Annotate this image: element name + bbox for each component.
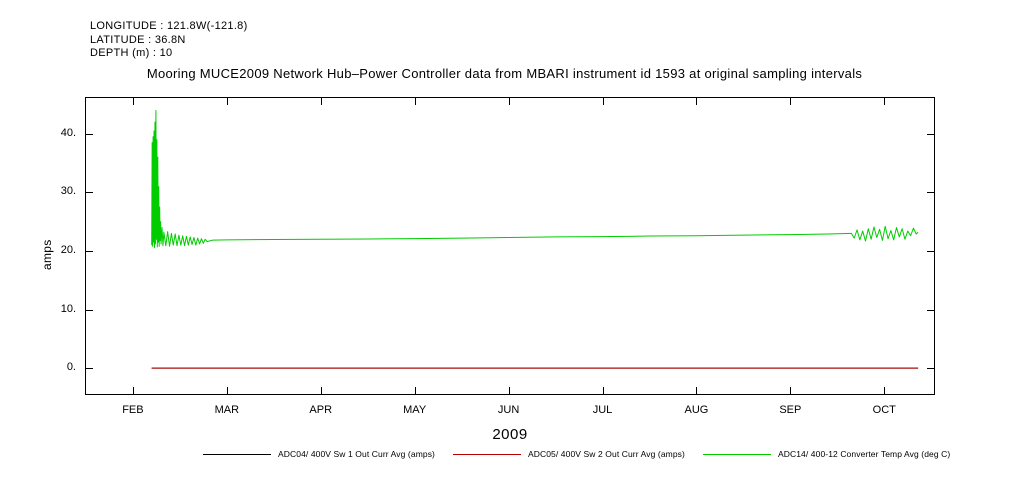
chart-title: Mooring MUCE2009 Network Hub–Power Contr…	[146, 66, 863, 81]
plot-area	[85, 97, 935, 395]
x-tick-label: AUG	[684, 404, 709, 416]
x-tick-label: FEB	[122, 404, 144, 416]
x-tick-label: JUL	[592, 404, 613, 416]
legend-label-adc04: ADC04/ 400V Sw 1 Out Curr Avg (amps)	[278, 449, 435, 459]
legend-label-adc05: ADC05/ 400V Sw 2 Out Curr Avg (amps)	[527, 449, 685, 459]
legend-item-adc05: ADC05/ 400V Sw 2 Out Curr Avg (amps)	[452, 449, 685, 459]
y-tick-label: 40.	[60, 126, 76, 139]
x-axis-title: 2009	[492, 426, 528, 443]
legend-line-sample-adc14	[702, 453, 771, 455]
x-tick-label: APR	[309, 404, 333, 416]
x-tick-label: SEP	[779, 404, 802, 416]
legend-item-adc14: ADC14/ 400-12 Converter Temp Avg (deg C)	[702, 449, 951, 459]
longitude-label: LONGITUDE : 121.8W(-121.8)	[90, 20, 248, 32]
legend-item-adc04: ADC04/ 400V Sw 1 Out Curr Avg (amps)	[203, 449, 435, 459]
legend-line-sample-adc05	[452, 453, 521, 455]
x-tick-label: MAR	[214, 404, 240, 416]
legend-label-adc14: ADC14/ 400-12 Converter Temp Avg (deg C)	[777, 449, 951, 459]
x-tick-label: MAY	[403, 404, 427, 416]
latitude-label: LATITUDE : 36.8N	[90, 33, 186, 46]
legend: ADC04/ 400V Sw 1 Out Curr Avg (amps) ADC…	[203, 449, 968, 459]
location-header: LONGITUDE : 121.8W(-121.8) LATITUDE : 36…	[90, 20, 248, 61]
y-tick-label: 30.	[60, 185, 76, 198]
series-line-2	[151, 109, 919, 248]
plot-frame	[85, 97, 935, 395]
depth-label: DEPTH (m) : 10	[90, 47, 173, 59]
x-tick-label: OCT	[872, 404, 896, 416]
y-tick-label: 20.	[60, 243, 76, 256]
y-tick-label: 0.	[66, 361, 76, 374]
y-tick-label: 10.	[60, 302, 76, 315]
legend-line-sample-adc04	[203, 453, 271, 455]
x-tick-label: JUN	[497, 404, 520, 416]
